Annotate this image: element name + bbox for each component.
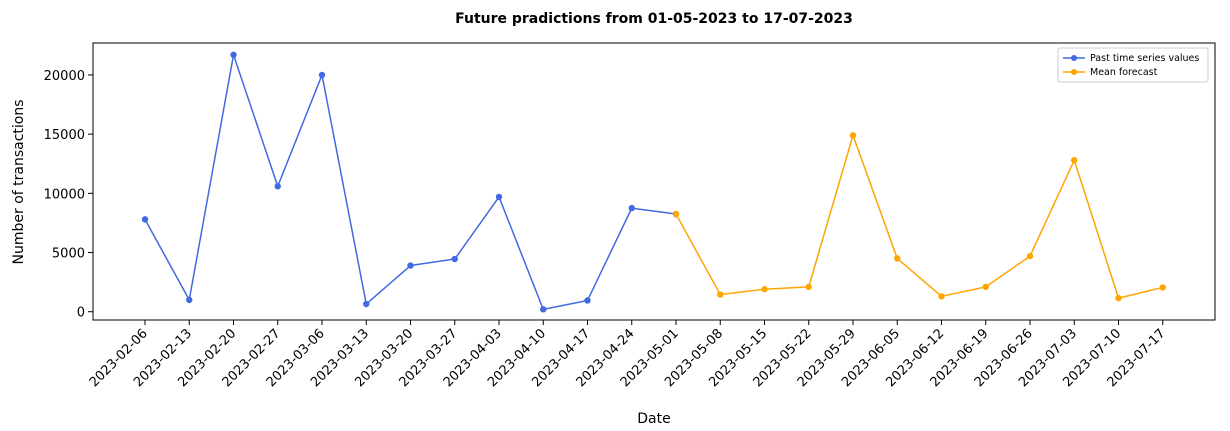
legend-label-forecast: Mean forecast bbox=[1090, 67, 1158, 78]
forecast-data-point bbox=[1115, 294, 1122, 302]
legend-frame bbox=[1057, 47, 1209, 83]
chart-title: Future pradictions from 01-05-2023 to 17… bbox=[455, 11, 853, 27]
past-data-point bbox=[584, 297, 591, 304]
legend-marker-forecast bbox=[1071, 69, 1077, 75]
forecast-series-line bbox=[675, 134, 1163, 299]
x-axis-ticks: 2023-02-062023-02-132023-02-202023-02-27… bbox=[87, 320, 1169, 390]
forecast-data-point bbox=[894, 255, 901, 262]
forecast-data-point bbox=[1071, 156, 1078, 164]
y-axis-label: Number of transactions bbox=[11, 99, 27, 264]
past-series-line bbox=[144, 54, 677, 311]
forecast-data-point bbox=[938, 293, 945, 300]
past-data-point bbox=[451, 255, 458, 263]
legend: Past time series values Mean forecast bbox=[1057, 47, 1209, 83]
forecast-data-point bbox=[672, 210, 680, 218]
forecast-data-point bbox=[761, 286, 768, 293]
forecast-data-point bbox=[849, 132, 857, 139]
forecast-data-point bbox=[1026, 252, 1034, 260]
y-tick-label: 10000 bbox=[44, 187, 85, 202]
x-axis-label: Date bbox=[637, 411, 670, 427]
past-data-point bbox=[628, 204, 635, 212]
series-layer bbox=[141, 51, 1166, 313]
past-data-point bbox=[230, 51, 237, 59]
past-data-point bbox=[363, 300, 370, 308]
y-tick-label: 20000 bbox=[44, 69, 85, 84]
y-tick-label: 0 bbox=[77, 306, 85, 321]
past-data-point bbox=[495, 193, 503, 201]
legend-marker-past bbox=[1071, 55, 1077, 61]
forecast-data-point bbox=[1159, 284, 1166, 291]
plot-area bbox=[92, 42, 1216, 321]
forecast-data-point bbox=[717, 291, 724, 298]
past-data-point bbox=[407, 262, 414, 269]
forecast-data-point bbox=[982, 283, 989, 291]
past-data-point bbox=[141, 216, 149, 223]
forecast-data-point bbox=[805, 283, 812, 291]
legend-label-past: Past time series values bbox=[1090, 53, 1199, 64]
past-data-point bbox=[318, 71, 326, 79]
y-tick-label: 5000 bbox=[52, 247, 85, 262]
past-data-point bbox=[540, 306, 547, 313]
past-data-point bbox=[274, 183, 281, 190]
y-tick-label: 15000 bbox=[44, 128, 85, 143]
past-data-point bbox=[186, 296, 193, 304]
y-axis-ticks: 0 5000 10000 15000 20000 bbox=[44, 69, 93, 321]
